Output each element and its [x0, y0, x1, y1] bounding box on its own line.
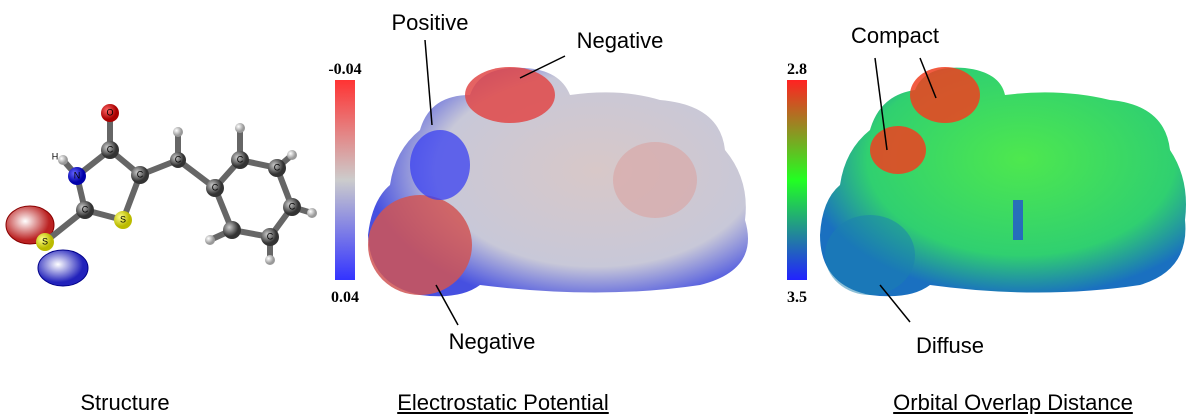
atom-label: C — [82, 204, 89, 214]
atom-label: C — [212, 182, 219, 192]
atom-label: C — [107, 144, 114, 154]
annotation: Negative — [449, 329, 536, 354]
atom-label: C — [175, 154, 182, 164]
panel-caption: Electrostatic Potential — [397, 390, 609, 414]
ood-surface — [820, 67, 1186, 296]
esp-surface — [368, 67, 748, 296]
atom-label: O — [106, 107, 113, 117]
panel-caption: Orbital Overlap Distance — [893, 390, 1133, 414]
figure: O H N C C S S C C C C C C C Structure -0… — [0, 0, 1189, 414]
color-scale — [335, 80, 355, 280]
atom-label: S — [42, 236, 48, 246]
molecule: O H N C C S S C C C C C C C — [6, 104, 317, 286]
annotation: Negative — [577, 28, 664, 53]
color-scale — [787, 80, 807, 280]
atom-label: C — [237, 154, 244, 164]
atom-label: S — [120, 214, 126, 224]
scale-label: 3.5 — [787, 289, 807, 306]
annotation: Positive — [391, 10, 468, 35]
panel-caption: Structure — [80, 390, 169, 414]
atom-label: C — [274, 162, 281, 172]
atom-label: C — [289, 201, 296, 211]
atom-label: C — [267, 231, 274, 241]
scale-label: 2.8 — [787, 61, 807, 78]
atom-label: C — [137, 169, 144, 179]
annotation: Diffuse — [916, 333, 984, 358]
orbital-lobe — [38, 250, 88, 286]
scale-label: -0.04 — [328, 61, 361, 78]
atom-label: N — [74, 170, 81, 180]
annotation: Compact — [851, 23, 939, 48]
atom-label: H — [52, 151, 59, 161]
scale-label: 0.04 — [331, 289, 359, 306]
